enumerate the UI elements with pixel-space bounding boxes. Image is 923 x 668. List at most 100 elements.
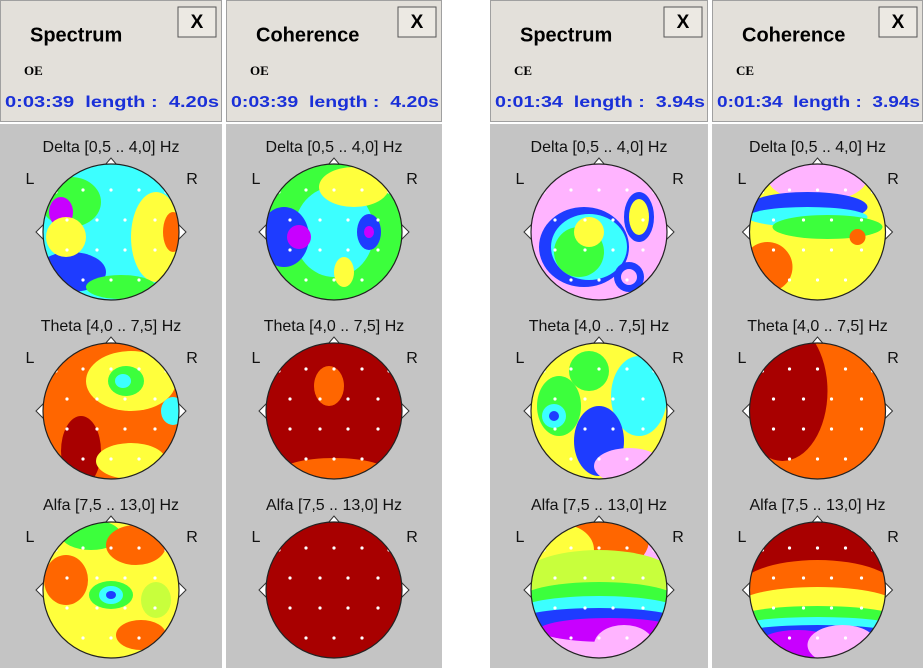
electrode: [81, 278, 84, 281]
electrode: [65, 606, 68, 609]
electrode: [802, 606, 805, 609]
electrode: [81, 457, 84, 460]
band-label: Alfa [7,5 .. 13,0] Hz: [266, 497, 402, 514]
electrode: [109, 636, 112, 639]
electrode: [641, 248, 644, 251]
electrode: [597, 457, 600, 460]
electrode: [109, 367, 112, 370]
electrode: [153, 427, 156, 430]
right-label: R: [887, 171, 899, 188]
electrode: [123, 248, 126, 251]
electrode: [569, 278, 572, 281]
electrode: [788, 457, 791, 460]
electrode: [65, 427, 68, 430]
electrode: [830, 397, 833, 400]
left-label: L: [26, 350, 35, 367]
electrode: [153, 576, 156, 579]
electrode: [360, 278, 363, 281]
recording-info: 0:03:39 length : 4.20s: [231, 94, 439, 111]
panel-title: Spectrum: [30, 24, 122, 46]
electrode: [772, 606, 775, 609]
right-label: R: [672, 529, 684, 546]
electrode: [288, 248, 291, 251]
electrode: [153, 606, 156, 609]
right-label: R: [186, 171, 198, 188]
electrode: [816, 188, 819, 191]
electrode: [288, 606, 291, 609]
electrode: [318, 427, 321, 430]
close-label[interactable]: X: [411, 12, 424, 33]
electrode: [844, 457, 847, 460]
electrode: [553, 576, 556, 579]
electrode: [332, 457, 335, 460]
electrode: [318, 397, 321, 400]
electrode: [611, 427, 614, 430]
left-label: L: [26, 529, 35, 546]
close-label[interactable]: X: [677, 12, 690, 33]
electrode: [318, 248, 321, 251]
band-label: Delta [0,5 .. 4,0] Hz: [43, 139, 180, 156]
electrode: [304, 188, 307, 191]
electrode: [332, 188, 335, 191]
right-label: R: [186, 529, 198, 546]
electrode: [641, 218, 644, 221]
electrode: [830, 218, 833, 221]
electrode: [137, 546, 140, 549]
electrode: [816, 367, 819, 370]
electrode: [611, 397, 614, 400]
recording-info: 0:03:39 length : 4.20s: [5, 94, 219, 111]
left-label: L: [738, 350, 747, 367]
right-label: R: [406, 171, 418, 188]
electrode: [772, 427, 775, 430]
electrode: [95, 397, 98, 400]
electrode: [611, 576, 614, 579]
electrode: [860, 397, 863, 400]
electrode: [65, 248, 68, 251]
electrode: [625, 367, 628, 370]
recording-info: 0:01:34 length : 3.94s: [495, 94, 705, 111]
electrode: [583, 606, 586, 609]
left-label: L: [252, 529, 261, 546]
electrode: [611, 606, 614, 609]
electrode: [583, 248, 586, 251]
electrode: [553, 248, 556, 251]
topomap-region: [115, 374, 131, 388]
topomap-region: [141, 582, 171, 618]
recording-info: 0:01:34 length : 3.94s: [717, 94, 920, 111]
electrode: [772, 248, 775, 251]
topomap-region: [314, 366, 344, 406]
electrode: [597, 188, 600, 191]
electrode: [318, 218, 321, 221]
electrode: [830, 248, 833, 251]
electrode: [318, 576, 321, 579]
electrode: [346, 397, 349, 400]
electrode: [830, 427, 833, 430]
electrode: [332, 636, 335, 639]
electrode: [625, 278, 628, 281]
electrode: [597, 367, 600, 370]
band-label: Delta [0,5 .. 4,0] Hz: [266, 139, 403, 156]
electrode: [816, 636, 819, 639]
electrode: [137, 188, 140, 191]
electrode: [641, 397, 644, 400]
electrode: [332, 367, 335, 370]
electrode: [802, 218, 805, 221]
close-label[interactable]: X: [191, 12, 204, 33]
close-label[interactable]: X: [892, 12, 905, 33]
topomap: [531, 164, 667, 300]
topomap: [266, 522, 402, 658]
electrode: [860, 576, 863, 579]
panel-title: Coherence: [742, 24, 845, 46]
topomap-region: [621, 269, 637, 285]
electrode: [123, 606, 126, 609]
right-label: R: [672, 350, 684, 367]
electrode: [304, 278, 307, 281]
panel: SpectrumXOE0:03:39 length : 4.20sDelta […: [0, 1, 222, 668]
electrode: [844, 367, 847, 370]
electrode: [625, 636, 628, 639]
electrode: [583, 427, 586, 430]
topomap-region: [629, 199, 649, 235]
left-label: L: [516, 529, 525, 546]
electrode: [816, 457, 819, 460]
